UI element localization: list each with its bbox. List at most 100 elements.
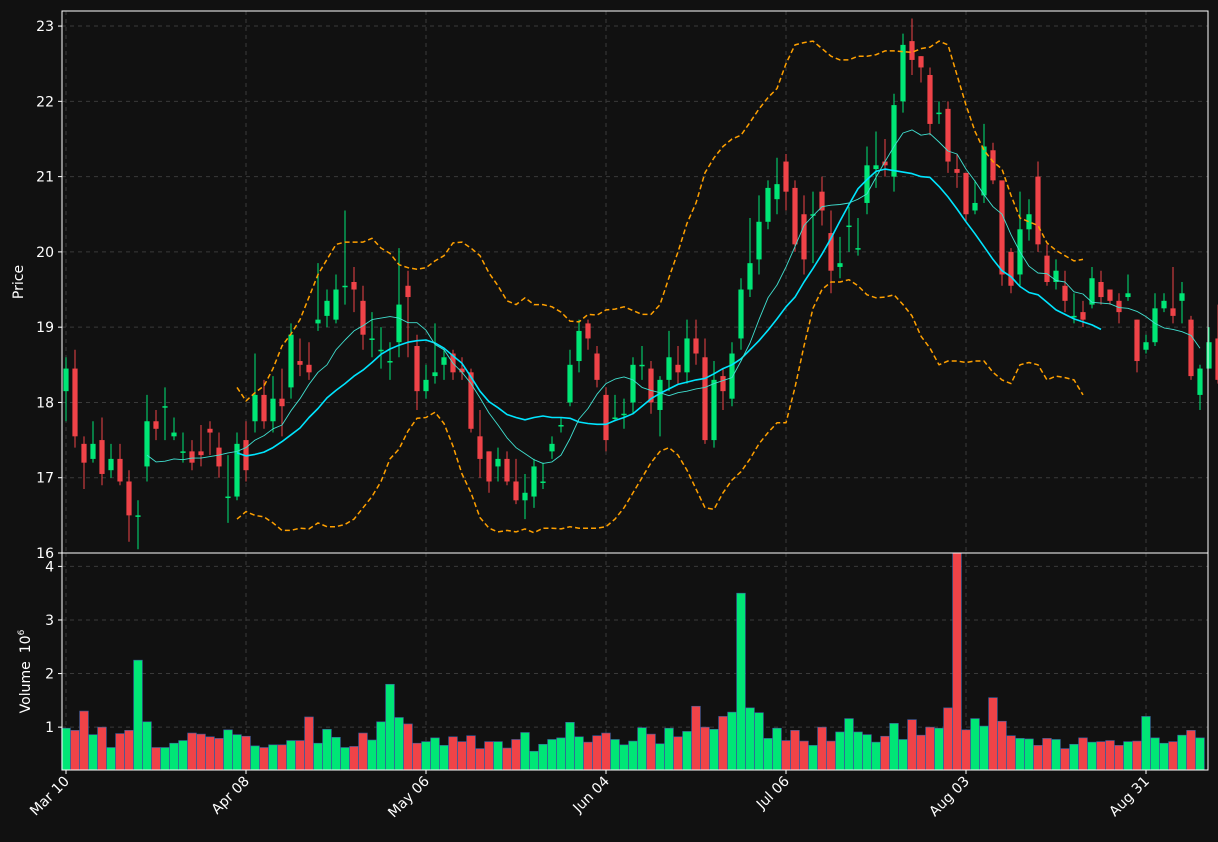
volume-bar xyxy=(655,743,665,771)
candle-body xyxy=(846,225,852,228)
candle xyxy=(720,368,726,410)
candle xyxy=(468,368,474,433)
volume-bar xyxy=(574,736,584,771)
candle xyxy=(810,191,816,264)
ma-fast-line xyxy=(146,129,1201,464)
price-axis-label: Price xyxy=(11,265,27,299)
candle-body xyxy=(432,372,438,377)
candle-body xyxy=(360,300,366,335)
volume-bar xyxy=(250,745,260,771)
volume-bar xyxy=(1150,737,1160,771)
candle-body xyxy=(90,443,96,459)
candle-body xyxy=(801,214,807,260)
candle xyxy=(936,101,942,124)
volume-bar xyxy=(502,747,512,771)
candle xyxy=(1125,274,1131,301)
candle xyxy=(945,101,951,173)
candle-body xyxy=(135,515,141,517)
volume-tick-label: 4 xyxy=(45,559,54,575)
candle xyxy=(414,334,420,410)
candle xyxy=(135,500,141,550)
volume-bar xyxy=(880,735,890,771)
candle-body xyxy=(1179,293,1185,301)
candle-body xyxy=(171,432,177,437)
candle-body xyxy=(558,425,564,427)
volume-bar xyxy=(205,736,215,771)
volume-bar xyxy=(88,734,98,771)
volume-bar xyxy=(727,711,737,771)
candle-body xyxy=(603,394,609,441)
volume-bar xyxy=(259,747,269,771)
candle-body xyxy=(864,165,870,203)
volume-bar xyxy=(547,739,557,771)
volume-bar xyxy=(358,732,368,771)
volume-bar xyxy=(592,735,602,771)
candle-body xyxy=(1161,300,1167,309)
volume-bar xyxy=(106,747,116,771)
candle xyxy=(153,409,159,441)
volume-bar xyxy=(439,745,449,771)
candle-body xyxy=(783,161,789,192)
candle xyxy=(630,357,636,414)
candle xyxy=(1098,270,1104,305)
candle xyxy=(1008,248,1014,294)
candle xyxy=(639,345,645,380)
candle xyxy=(576,319,582,373)
volume-bar xyxy=(241,735,251,771)
volume-bar xyxy=(61,727,71,771)
candle-body xyxy=(1026,214,1032,230)
candle-body xyxy=(567,364,573,403)
volume-bar xyxy=(268,744,278,771)
candle-body xyxy=(72,368,78,437)
candle xyxy=(270,376,276,433)
candle xyxy=(612,394,618,422)
candle xyxy=(684,319,690,384)
candle xyxy=(711,361,717,448)
volume-bar xyxy=(322,728,332,771)
ma-slow-line xyxy=(236,168,1102,457)
candle xyxy=(1026,199,1032,241)
volume-bar xyxy=(808,745,818,771)
candle-body xyxy=(180,451,186,453)
candle-body xyxy=(261,394,267,422)
candle xyxy=(1035,161,1041,252)
candle-body xyxy=(1152,308,1158,343)
candle-body xyxy=(1188,319,1194,377)
candle-body xyxy=(207,428,213,433)
volume-bar xyxy=(970,718,980,771)
volume-bar xyxy=(421,741,431,771)
candle xyxy=(531,458,537,508)
candle-body xyxy=(1008,251,1014,286)
candle xyxy=(1089,266,1095,309)
volume-bar xyxy=(673,736,683,771)
candle xyxy=(423,364,429,399)
volume-tick-label: 3 xyxy=(45,613,54,629)
candle xyxy=(693,319,699,365)
candle xyxy=(666,330,672,392)
candle-body xyxy=(1062,285,1068,301)
candle xyxy=(765,180,771,230)
candle xyxy=(351,266,357,313)
candle xyxy=(603,387,609,452)
candle xyxy=(72,349,78,448)
candle-body xyxy=(522,492,528,501)
candle-body xyxy=(396,304,402,343)
volume-bar xyxy=(196,733,206,771)
candle-body xyxy=(477,436,483,459)
candle xyxy=(675,345,681,384)
volume-bar xyxy=(1015,738,1025,771)
candle-body xyxy=(288,334,294,388)
candle-body xyxy=(342,285,348,288)
candle-body xyxy=(1098,282,1104,298)
volume-axis-exponent: 6 xyxy=(17,629,27,635)
candle xyxy=(900,33,906,113)
candle xyxy=(441,349,447,380)
candle xyxy=(180,432,186,463)
candle xyxy=(1116,293,1122,324)
volume-bar xyxy=(907,719,917,771)
candle xyxy=(981,123,987,203)
candle xyxy=(522,473,528,520)
candle xyxy=(333,274,339,324)
volume-bar xyxy=(781,740,791,771)
candle-body xyxy=(279,398,285,407)
